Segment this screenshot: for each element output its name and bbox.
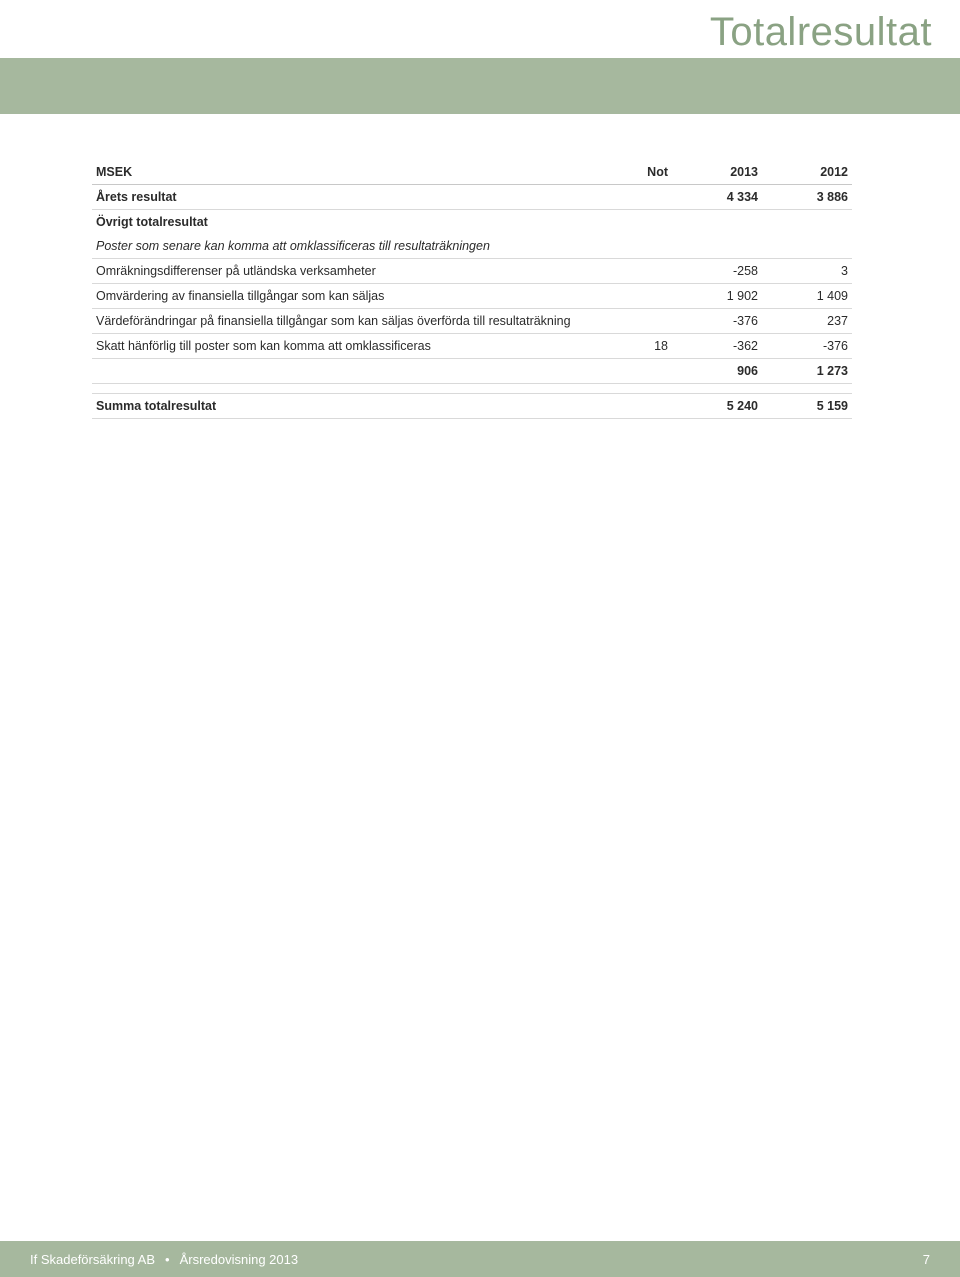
col-2012: 2012 xyxy=(762,160,852,185)
financial-table: MSEK Not 2013 2012 Årets resultat 4 3343 … xyxy=(92,160,852,419)
row-value-2012: 1 273 xyxy=(762,359,852,384)
row-label: Summa totalresultat xyxy=(92,394,612,419)
table-row: Värdeförändringar på finansiella tillgån… xyxy=(92,309,852,334)
row-value-2013: 4 334 xyxy=(672,185,762,210)
table-header-row: MSEK Not 2013 2012 xyxy=(92,160,852,185)
table-row xyxy=(92,384,852,394)
row-value-2012: 1 409 xyxy=(762,284,852,309)
row-label: Skatt hänförlig till poster som kan komm… xyxy=(92,334,612,359)
table-row: Skatt hänförlig till poster som kan komm… xyxy=(92,334,852,359)
row-value-2012 xyxy=(762,234,852,259)
col-label: MSEK xyxy=(92,160,612,185)
row-value-2012: 3 886 xyxy=(762,185,852,210)
row-label: Värdeförändringar på finansiella tillgån… xyxy=(92,309,612,334)
row-value-2013: 1 902 xyxy=(672,284,762,309)
row-value-2012: 3 xyxy=(762,259,852,284)
row-label: Poster som senare kan komma att omklassi… xyxy=(92,234,612,259)
row-value-2013 xyxy=(672,234,762,259)
row-value-2012: -376 xyxy=(762,334,852,359)
col-2013: 2013 xyxy=(672,160,762,185)
table-row: Omräkningsdifferenser på utländska verks… xyxy=(92,259,852,284)
row-note xyxy=(612,359,672,384)
row-value-2012: 237 xyxy=(762,309,852,334)
table-row: Övrigt totalresultat xyxy=(92,210,852,235)
row-label: Omräkningsdifferenser på utländska verks… xyxy=(92,259,612,284)
row-value-2013: -362 xyxy=(672,334,762,359)
header-band xyxy=(0,58,960,114)
page-footer: If Skadeförsäkring AB • Årsredovisning 2… xyxy=(0,1241,960,1277)
row-value-2013: 5 240 xyxy=(672,394,762,419)
footer-separator-icon: • xyxy=(165,1252,170,1267)
table-row: Poster som senare kan komma att omklassi… xyxy=(92,234,852,259)
row-note xyxy=(612,394,672,419)
row-note xyxy=(612,185,672,210)
row-label: Årets resultat xyxy=(92,185,612,210)
row-note xyxy=(612,284,672,309)
row-note: 18 xyxy=(612,334,672,359)
table-row: Omvärdering av finansiella tillgångar so… xyxy=(92,284,852,309)
row-value-2013: 906 xyxy=(672,359,762,384)
row-value-2012: 5 159 xyxy=(762,394,852,419)
row-note xyxy=(612,259,672,284)
row-label xyxy=(92,359,612,384)
col-not: Not xyxy=(612,160,672,185)
page-title: Totalresultat xyxy=(710,10,932,55)
row-value-2013: -258 xyxy=(672,259,762,284)
footer-report: Årsredovisning 2013 xyxy=(180,1252,299,1267)
footer-page-number: 7 xyxy=(923,1252,930,1267)
table-row: Årets resultat 4 3343 886 xyxy=(92,185,852,210)
section-heading: Övrigt totalresultat xyxy=(92,210,852,235)
row-value-2013: -376 xyxy=(672,309,762,334)
table-row: 9061 273 xyxy=(92,359,852,384)
row-note xyxy=(612,234,672,259)
row-label: Omvärdering av finansiella tillgångar so… xyxy=(92,284,612,309)
footer-company: If Skadeförsäkring AB xyxy=(30,1252,155,1267)
table-row: Summa totalresultat 5 2405 159 xyxy=(92,394,852,419)
row-note xyxy=(612,309,672,334)
